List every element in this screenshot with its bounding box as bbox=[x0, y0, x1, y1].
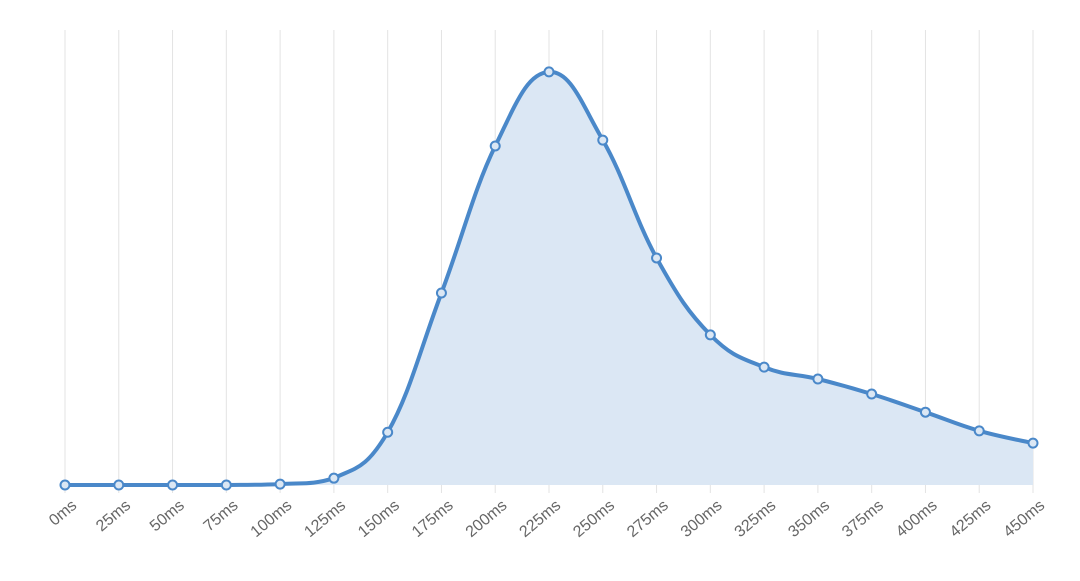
point bbox=[543, 66, 555, 78]
point bbox=[382, 426, 394, 438]
point bbox=[220, 479, 232, 491]
x-tick-label: 450ms bbox=[1001, 497, 1049, 541]
x-tick-label: 225ms bbox=[517, 497, 565, 541]
x-tick-label: 100ms bbox=[248, 497, 296, 541]
point bbox=[866, 388, 878, 400]
point bbox=[597, 134, 609, 146]
point bbox=[167, 479, 179, 491]
x-tick-label: 75ms bbox=[201, 497, 242, 535]
point bbox=[1027, 437, 1039, 449]
point bbox=[651, 252, 663, 264]
x-tick-label: 250ms bbox=[570, 497, 618, 541]
x-tick-label: 425ms bbox=[947, 497, 995, 541]
point bbox=[435, 287, 447, 299]
point bbox=[758, 361, 770, 373]
point bbox=[274, 478, 286, 490]
point bbox=[328, 472, 340, 484]
x-tick-label: 150ms bbox=[355, 497, 403, 541]
point bbox=[704, 329, 716, 341]
x-tick-label: 25ms bbox=[93, 497, 134, 535]
x-tick-label: 50ms bbox=[147, 497, 188, 535]
x-tick-label: 0ms bbox=[46, 497, 80, 529]
point bbox=[489, 140, 501, 152]
x-tick-label: 325ms bbox=[732, 497, 780, 541]
line bbox=[65, 69, 1034, 487]
x-tick-label: 350ms bbox=[785, 497, 833, 541]
point bbox=[919, 406, 931, 418]
x-tick-label: 175ms bbox=[409, 497, 457, 541]
x-tick-label: 200ms bbox=[463, 497, 511, 541]
x-tick-label: 275ms bbox=[624, 497, 672, 541]
point bbox=[113, 479, 125, 491]
area-fill bbox=[65, 71, 1033, 485]
point bbox=[59, 479, 71, 491]
point bbox=[973, 425, 985, 437]
point bbox=[812, 373, 824, 385]
x-tick-label: 125ms bbox=[301, 497, 349, 541]
x-tick-label: 375ms bbox=[839, 497, 887, 541]
x-tick-label: 300ms bbox=[678, 497, 726, 541]
x-tick-label: 400ms bbox=[893, 497, 941, 541]
